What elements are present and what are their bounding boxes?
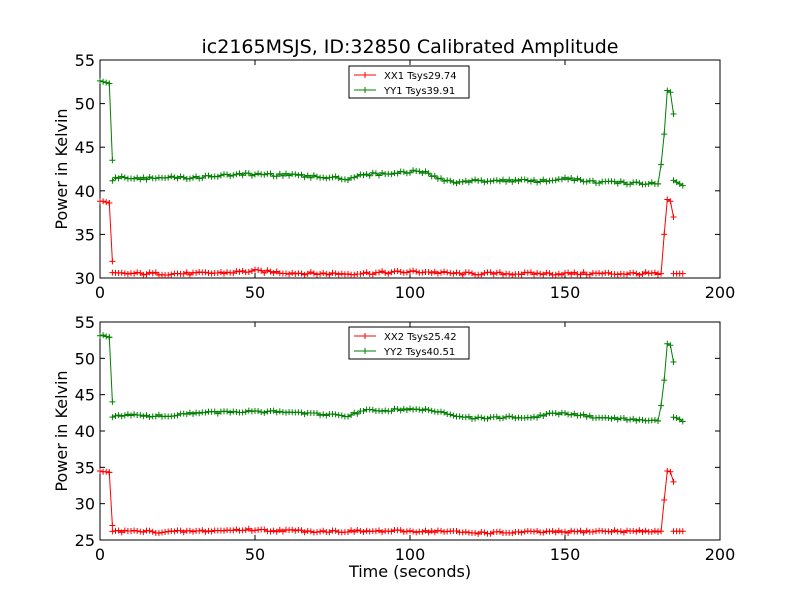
series-markers: [109, 167, 661, 188]
series-markers: [106, 200, 116, 265]
x-tick-label: 50: [245, 283, 265, 302]
x-tick-label: 0: [95, 283, 105, 302]
figure-title: ic2165MSJS, ID:32850 Calibrated Amplitud…: [202, 36, 619, 58]
series-markers: [106, 334, 116, 405]
x-tick-label: 150: [550, 545, 581, 564]
series-markers: [670, 177, 686, 189]
series-markers: [106, 80, 116, 164]
y-tick-label: 30: [75, 269, 95, 288]
series-line: [657, 89, 674, 184]
x-tick-label: 50: [245, 545, 265, 564]
series-markers: [109, 405, 661, 424]
legend-entry-label: XX1 Tsys29.74: [384, 71, 457, 82]
y-tick-label: 45: [75, 138, 95, 157]
y-tick-label: 50: [75, 349, 95, 368]
series-line: [108, 472, 113, 526]
legend-swatch-marker: [362, 333, 368, 339]
x-tick-label: 0: [95, 545, 105, 564]
legend-entry-label: XX2 Tsys25.42: [384, 332, 457, 343]
series-markers: [655, 467, 677, 536]
y-tick-label: 55: [75, 51, 95, 70]
legend-swatch-marker: [362, 72, 368, 78]
series-line: [657, 343, 674, 421]
y-axis-label: Power in Kelvin: [52, 370, 71, 491]
x-tick-label: 100: [395, 545, 426, 564]
y-tick-label: 45: [75, 386, 95, 405]
x-tick-label: 200: [705, 283, 736, 302]
series-markers: [670, 414, 686, 425]
x-axis-label: Time (seconds): [348, 562, 471, 581]
series-markers: [109, 525, 661, 537]
y-axis-label: Power in Kelvin: [52, 108, 71, 229]
legend: XX2 Tsys25.42 YY2 Tsys40.51: [348, 326, 470, 360]
series-1-0: [97, 467, 686, 537]
legend-swatch-marker: [362, 348, 368, 354]
series-line: [108, 83, 113, 161]
legend-entry-label: YY2 Tsys40.51: [383, 347, 455, 358]
legend-entry-label: YY1 Tsys39.91: [383, 86, 455, 97]
series-line: [673, 179, 684, 187]
legend-box: [348, 65, 470, 99]
y-tick-label: 25: [75, 531, 95, 550]
legend: XX1 Tsys29.74 YY1 Tsys39.91: [348, 65, 470, 99]
series-markers: [655, 87, 677, 187]
series-markers: [655, 196, 677, 278]
series-line: [108, 202, 113, 262]
series-1-1: [97, 332, 686, 425]
x-tick-label: 200: [705, 545, 736, 564]
series-0-0: [97, 196, 686, 279]
y-tick-label: 35: [75, 225, 95, 244]
legend-box: [348, 326, 470, 360]
series-markers: [670, 528, 686, 535]
series-line: [108, 337, 113, 402]
y-tick-label: 50: [75, 95, 95, 114]
series-0-1: [97, 77, 686, 189]
series-markers: [109, 266, 661, 279]
top-power-plot: 0 50 100 150 200 30 35 40 45 50 55 Power in Kelvin X…: [52, 51, 735, 302]
y-tick-label: 40: [75, 422, 95, 441]
y-tick-label: 35: [75, 458, 95, 477]
series-markers: [670, 270, 686, 277]
y-tick-label: 30: [75, 495, 95, 514]
x-tick-label: 100: [395, 283, 426, 302]
legend-swatch-marker: [362, 87, 368, 93]
bottom-power-plot: 0 50 100 150 200 25 30 35 40 45 50 55 Power in Kelvi…: [52, 313, 735, 581]
series-markers: [655, 340, 677, 424]
series-markers: [106, 469, 116, 529]
y-tick-label: 40: [75, 182, 95, 201]
x-tick-label: 150: [550, 283, 581, 302]
y-tick-label: 55: [75, 313, 95, 332]
